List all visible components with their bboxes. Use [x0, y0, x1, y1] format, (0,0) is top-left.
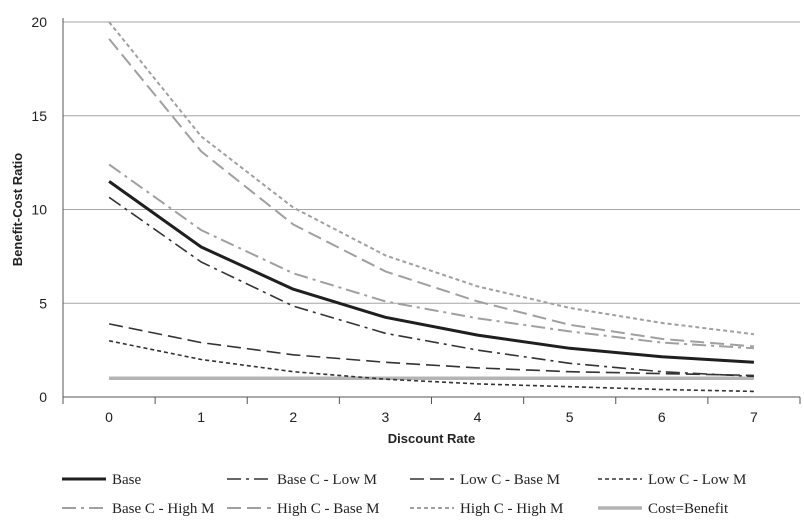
- tick-labels: 0 5 10 15 20 0 1 2 3 4 5 6 7: [31, 14, 758, 425]
- legend-item: Cost=Benefit: [598, 501, 729, 517]
- gridlines: [63, 21, 800, 304]
- x-tick-label: 3: [382, 409, 390, 425]
- x-tick-label: 5: [566, 409, 574, 425]
- legend-item: Low C - Low M: [598, 472, 746, 488]
- legend-item: High C - Base M: [227, 501, 380, 517]
- legend-item: High C - High M: [410, 501, 563, 517]
- legend-label: Base: [112, 472, 142, 488]
- legend: Base Base C - Low M Low C - Base M Low C - …: [62, 472, 746, 517]
- legend-item: Base C - High M: [62, 501, 215, 517]
- x-tick-label: 6: [658, 409, 666, 425]
- legend-item: Base C - Low M: [227, 472, 377, 488]
- x-tick-label: 4: [474, 409, 482, 425]
- legend-item: Base: [62, 472, 142, 488]
- series-line-0: [108, 180, 754, 364]
- series-line-2: [108, 323, 754, 377]
- axes: [62, 18, 801, 404]
- y-tick-label: 10: [31, 202, 47, 218]
- x-tick-label: 7: [750, 409, 758, 425]
- legend-item: Low C - Base M: [410, 472, 560, 488]
- x-tick-label: 2: [289, 409, 297, 425]
- series-lines: [108, 21, 755, 393]
- y-tick-label: 5: [39, 295, 47, 311]
- legend-label: Base C - Low M: [277, 472, 377, 488]
- y-axis-title: Benefit-Cost Ratio: [10, 153, 25, 266]
- legend-label: Base C - High M: [112, 501, 215, 517]
- y-tick-label: 20: [31, 14, 47, 30]
- series-line-3: [108, 340, 754, 393]
- x-tick-label: 0: [105, 409, 113, 425]
- legend-label: Low C - Base M: [460, 472, 560, 488]
- y-tick-label: 15: [31, 108, 47, 124]
- series-line-5: [108, 38, 754, 348]
- legend-label: Cost=Benefit: [648, 501, 729, 517]
- x-axis-title: Discount Rate: [388, 431, 475, 446]
- series-line-1: [108, 196, 754, 378]
- series-line-4: [108, 163, 754, 350]
- legend-label: Low C - Low M: [648, 472, 746, 488]
- series-line-6: [108, 21, 755, 336]
- x-tick-label: 1: [197, 409, 205, 425]
- legend-label: High C - Base M: [277, 501, 380, 517]
- y-tick-label: 0: [39, 389, 47, 405]
- legend-label: High C - High M: [460, 501, 563, 517]
